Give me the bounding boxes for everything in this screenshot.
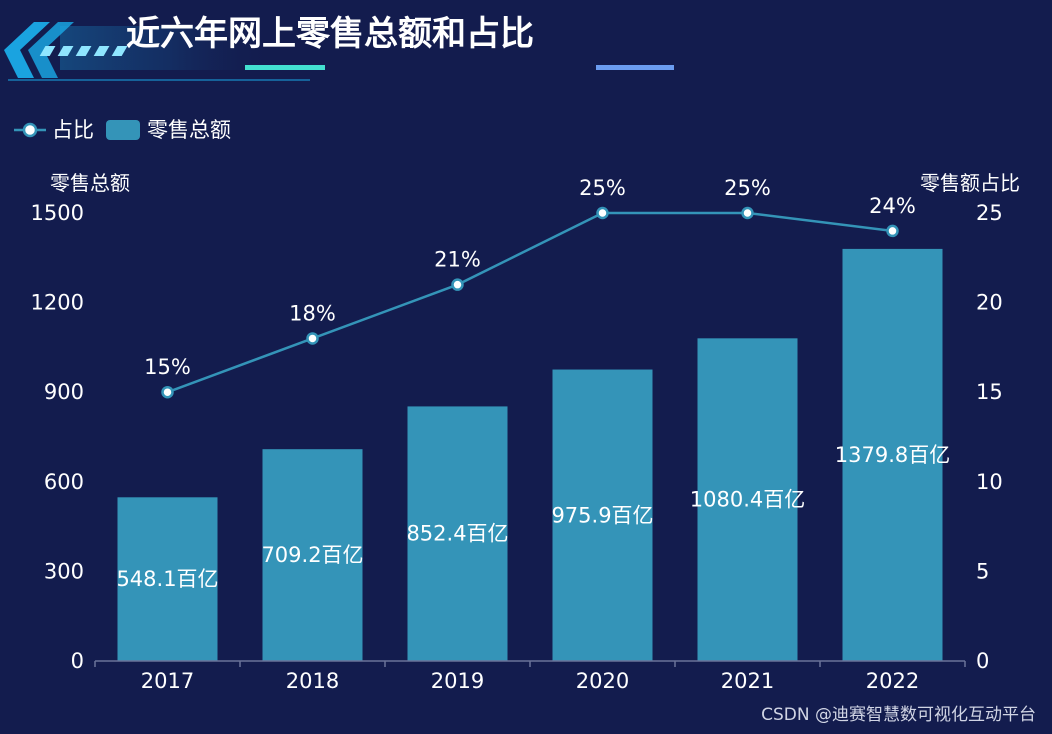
bar-series — [117, 248, 943, 662]
bar-value-label: 852.4百亿 — [406, 522, 508, 546]
line-point[interactable] — [741, 206, 754, 220]
y-left-tick-label: 600 — [44, 470, 84, 494]
header-accent-bar — [245, 65, 325, 70]
y-left-axis: 0 300 600 900 1200 1500 — [31, 201, 84, 673]
y-right-tick-label: 0 — [976, 649, 989, 673]
chevron-icon — [28, 22, 74, 78]
bar[interactable] — [842, 248, 943, 662]
y-right-axis-name: 零售额占比 — [920, 171, 1020, 195]
y-right-tick-label: 25 — [976, 201, 1003, 225]
line-point[interactable] — [161, 385, 174, 399]
x-tick-label: 2018 — [286, 669, 339, 693]
line-point[interactable] — [451, 278, 464, 291]
bar[interactable] — [407, 406, 508, 661]
line-path — [167, 211, 893, 394]
y-left-tick-label: 900 — [44, 380, 84, 404]
line-value-label: 15% — [144, 355, 191, 379]
line-value-label: 24% — [869, 194, 916, 218]
header-accent-bar — [596, 65, 674, 70]
line-value-label: 25% — [579, 176, 626, 200]
y-right-tick-label: 15 — [976, 380, 1003, 404]
bar-series-icon — [106, 120, 140, 140]
y-left-tick-label: 0 — [71, 649, 84, 673]
line-marker-icon — [22, 122, 38, 138]
bar-value-label: 975.9百亿 — [551, 503, 653, 527]
legend-label-line: 占比 — [52, 118, 94, 142]
chevron-icon — [4, 22, 50, 78]
line-series — [161, 206, 899, 399]
line-point[interactable] — [306, 332, 319, 345]
legend-label-bar: 零售总额 — [147, 118, 231, 142]
header-glow — [60, 26, 280, 70]
line-point[interactable] — [886, 224, 899, 238]
legend-item-line[interactable]: 占比 — [14, 118, 94, 142]
bar-value-label: 548.1百亿 — [116, 567, 218, 591]
line-value-label: 21% — [434, 248, 481, 272]
line-point[interactable] — [596, 206, 609, 220]
bar[interactable] — [262, 449, 363, 661]
header-decoration — [4, 22, 675, 81]
y-right-tick-label: 20 — [976, 291, 1003, 315]
x-tick-label: 2017 — [141, 669, 194, 693]
bar[interactable] — [552, 369, 653, 661]
y-right-axis: 0 5 10 15 20 25 — [976, 201, 1003, 673]
x-tick-label: 2021 — [721, 669, 774, 693]
y-left-tick-label: 1200 — [31, 291, 84, 315]
line-value-label: 18% — [289, 301, 336, 325]
x-axis: 2017 2018 2019 2020 2021 2022 — [94, 660, 966, 693]
bar[interactable] — [697, 338, 798, 661]
line-labels: 15% 18% 21% 25% 25% 24% — [144, 176, 916, 379]
x-tick-label: 2019 — [431, 669, 484, 693]
x-tick-label: 2020 — [576, 669, 629, 693]
legend-item-bar[interactable]: 零售总额 — [106, 118, 231, 142]
x-tick-label: 2022 — [866, 669, 919, 693]
y-right-tick-label: 10 — [976, 470, 1003, 494]
bar-labels: 548.1百亿 709.2百亿 852.4百亿 975.9百亿 1080.4百亿 1379… — [116, 443, 950, 591]
watermark: CSDN @迪赛智慧数可视化互动平台 — [761, 704, 1036, 725]
y-left-axis-name: 零售总额 — [50, 171, 130, 195]
line-value-label: 25% — [724, 176, 771, 200]
y-right-tick-label: 5 — [976, 559, 989, 583]
stripe-pattern — [39, 46, 128, 56]
y-left-tick-label: 300 — [44, 559, 84, 583]
bar[interactable] — [117, 497, 218, 661]
legend[interactable]: 占比 零售总额 — [14, 118, 231, 142]
bar-value-label: 709.2百亿 — [261, 543, 363, 567]
chart-title: 近六年网上零售总额和占比 — [126, 14, 534, 54]
y-left-tick-label: 1500 — [31, 201, 84, 225]
bar-value-label: 1379.8百亿 — [835, 443, 950, 467]
bar-value-label: 1080.4百亿 — [690, 488, 805, 512]
